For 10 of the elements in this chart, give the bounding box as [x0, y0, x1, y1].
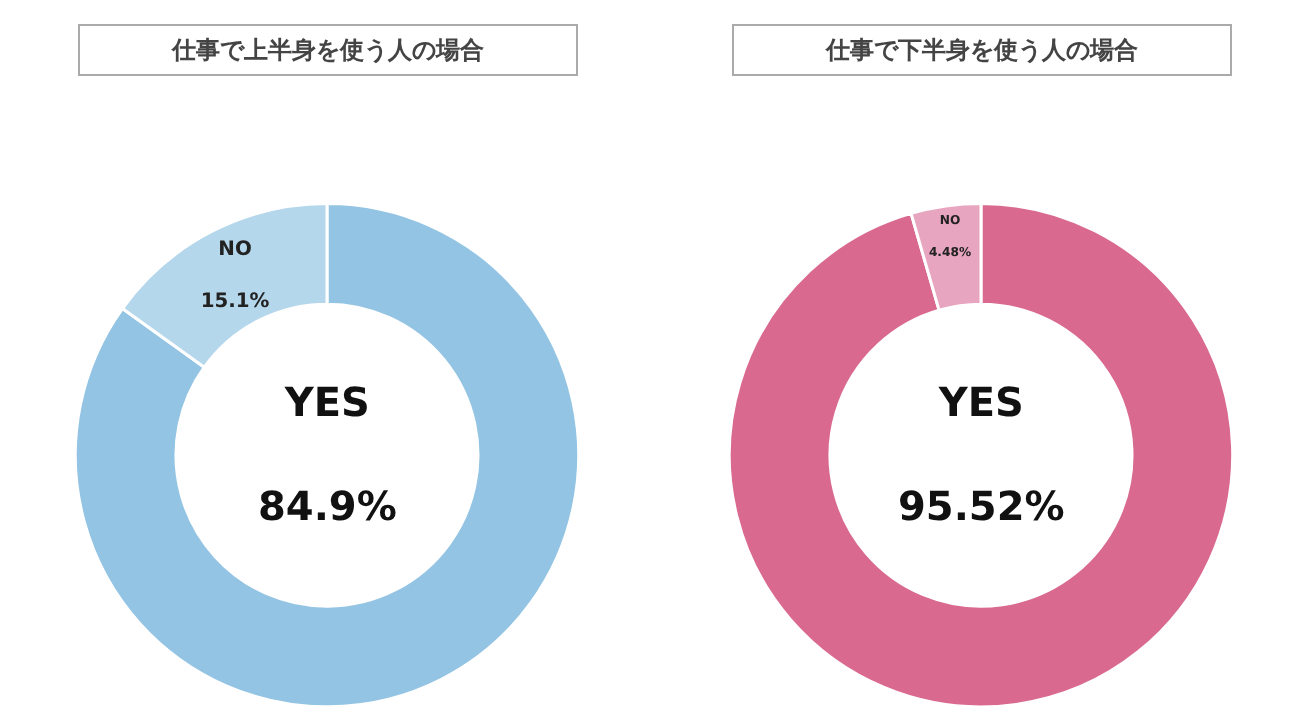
slice-label: NO — [218, 239, 252, 262]
data-label: 95.52% — [898, 482, 1065, 530]
data-label: 84.9% — [258, 482, 397, 530]
data-label: 15.1% — [200, 290, 270, 313]
donut-slice — [727, 201, 1234, 709]
chart-title: 仕事で下半身を使う人の場合 — [824, 36, 1140, 64]
chart-title: 仕事で上半身を使う人の場合 — [170, 36, 486, 64]
slice-label: YES — [282, 378, 370, 426]
donut-slice — [73, 201, 580, 709]
slice-label: YES — [936, 378, 1024, 426]
